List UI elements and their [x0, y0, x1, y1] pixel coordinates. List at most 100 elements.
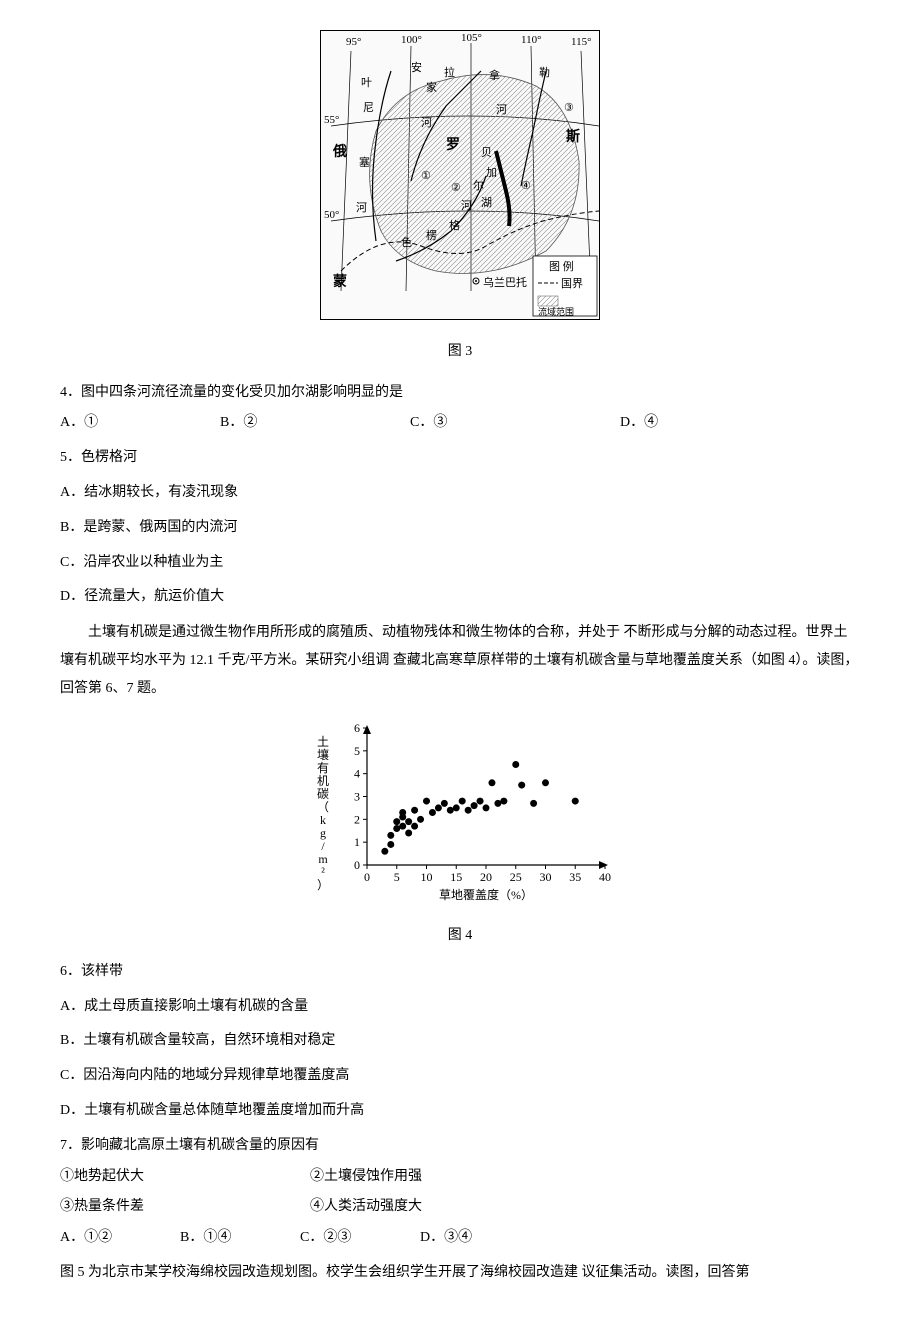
- q7-options: A．①② B．①④ C．②③ D．③④: [60, 1223, 860, 1254]
- svg-text:0: 0: [354, 858, 360, 872]
- svg-text:）: ）: [317, 878, 329, 892]
- svg-text:河: 河: [496, 103, 507, 116]
- svg-text:k: k: [320, 813, 326, 827]
- svg-text:40: 40: [599, 870, 611, 884]
- q6-stem: 6．该样带: [60, 957, 860, 988]
- passage-3: 图 5 为北京市某学校海绵校园改造规划图。校学生会组织学生开展了海绵校园改造建 …: [60, 1258, 860, 1289]
- svg-text:30: 30: [540, 870, 552, 884]
- svg-text:²: ²: [321, 865, 325, 879]
- q7-factors-row-2: ③热量条件差 ④人类活动强度大: [60, 1192, 860, 1223]
- q4-option-b: B．②: [220, 408, 410, 439]
- q4-option-d: D．④: [620, 408, 658, 439]
- lon-100: 100°: [401, 34, 422, 46]
- q7-option-b: B．①④: [180, 1223, 300, 1254]
- q5-option-c: C．沿岸农业以种植业为主: [60, 548, 860, 579]
- svg-text:0: 0: [364, 870, 370, 884]
- q6-option-a: A．成土母质直接影响土壤有机碳的含量: [60, 992, 860, 1023]
- svg-text:加: 加: [486, 166, 497, 179]
- legend-basin: 流域范围: [538, 306, 574, 317]
- lon-115: 115°: [571, 36, 592, 48]
- svg-text:碳: 碳: [317, 787, 329, 801]
- svg-text:尔: 尔: [473, 179, 484, 192]
- svg-text:/: /: [321, 839, 325, 853]
- svg-text:壤: 壤: [317, 747, 329, 762]
- label-russia-1: 俄: [332, 143, 347, 160]
- svg-text:色: 色: [401, 235, 412, 249]
- label-mongolia-1: 蒙: [333, 273, 347, 290]
- q6-option-d: D．土壤有机碳含量总体随草地覆盖度增加而升高: [60, 1096, 860, 1127]
- marker-3: ③: [564, 102, 574, 114]
- q4-options: A．① B．② C．③ D．④: [60, 408, 860, 439]
- svg-text:m: m: [318, 852, 328, 866]
- svg-text:5: 5: [354, 744, 360, 758]
- q5-option-d: D．径流量大，航运价值大: [60, 582, 860, 613]
- svg-text:河: 河: [461, 199, 472, 212]
- svg-text:（: （: [317, 800, 329, 814]
- svg-text:土: 土: [317, 735, 329, 749]
- q6-option-b: B．土壤有机碳含量较高，自然环境相对稳定: [60, 1026, 860, 1057]
- svg-text:10: 10: [421, 870, 433, 884]
- lon-110: 110°: [521, 34, 542, 46]
- lon-95: 95°: [346, 36, 361, 48]
- q7-factor-3: ③热量条件差: [60, 1192, 310, 1223]
- svg-text:25: 25: [510, 870, 522, 884]
- svg-text:拉: 拉: [444, 65, 455, 79]
- figure-3-caption: 图 3: [60, 337, 860, 368]
- svg-text:有: 有: [317, 761, 329, 775]
- svg-text:草地覆盖度（%）: 草地覆盖度（%）: [439, 887, 533, 902]
- svg-text:3: 3: [354, 790, 360, 804]
- lat-50: 50°: [324, 209, 339, 221]
- svg-text:35: 35: [569, 870, 581, 884]
- q7-factor-1: ①地势起伏大: [60, 1162, 310, 1193]
- svg-text:贝: 贝: [481, 147, 492, 159]
- city-label: 乌兰巴托: [483, 275, 527, 289]
- label-russia-3: 斯: [566, 128, 580, 145]
- q5-option-b: B．是跨蒙、俄两国的内流河: [60, 513, 860, 544]
- svg-text:格: 格: [449, 218, 460, 232]
- svg-text:安: 安: [411, 60, 422, 74]
- figure-4-container: 01234560510152025303540土壤有机碳（kg/m²）草地覆盖度…: [60, 718, 860, 952]
- figure-3-map: 95° 100° 105° 110° 115° 55° 50°: [320, 30, 600, 320]
- svg-text:家: 家: [426, 80, 437, 94]
- svg-text:勒: 勒: [539, 66, 550, 79]
- svg-text:河: 河: [356, 201, 367, 214]
- svg-text:楞: 楞: [426, 228, 437, 242]
- q7-option-a: A．①②: [60, 1223, 180, 1254]
- q4-option-c: C．③: [410, 408, 620, 439]
- figure-4-caption: 图 4: [60, 921, 860, 952]
- q4-stem: 4．图中四条河流径流量的变化受贝加尔湖影响明显的是: [60, 378, 860, 409]
- q4-option-a: A．①: [60, 408, 220, 439]
- label-russia-2: 罗: [446, 137, 460, 153]
- svg-text:叶: 叶: [361, 76, 372, 89]
- figure-4-chart: 01234560510152025303540土壤有机碳（kg/m²）草地覆盖度…: [305, 718, 615, 916]
- q6-option-c: C．因沿海向内陆的地域分异规律草地覆盖度高: [60, 1061, 860, 1092]
- marker-2: ④: [521, 180, 531, 192]
- passage-2: 土壤有机碳是通过微生物作用所形成的腐殖质、动植物残体和微生物体的合称，并处于 不…: [60, 619, 860, 703]
- svg-text:6: 6: [354, 721, 360, 735]
- q7-factors-row-1: ①地势起伏大 ②土壤侵蚀作用强: [60, 1162, 860, 1193]
- svg-text:4: 4: [354, 767, 360, 781]
- svg-text:2: 2: [354, 813, 360, 827]
- lat-55: 55°: [324, 114, 339, 126]
- q7-option-c: C．②③: [300, 1223, 420, 1254]
- svg-text:机: 机: [317, 774, 329, 788]
- marker-4: ②: [451, 182, 461, 194]
- svg-text:河: 河: [421, 116, 432, 129]
- q7-stem: 7．影响藏北高原土壤有机碳含量的原因有: [60, 1131, 860, 1162]
- figure-3-container: 95° 100° 105° 110° 115° 55° 50°: [60, 30, 860, 368]
- svg-text:湖: 湖: [481, 196, 492, 209]
- legend-title: 图 例: [549, 259, 574, 273]
- marker-1: ①: [421, 170, 431, 182]
- q5-stem: 5．色楞格河: [60, 443, 860, 474]
- q5-option-a: A．结冰期较长，有凌汛现象: [60, 478, 860, 509]
- q7-factor-2: ②土壤侵蚀作用强: [310, 1162, 560, 1193]
- q7-factor-4: ④人类活动强度大: [310, 1192, 560, 1223]
- svg-text:20: 20: [480, 870, 492, 884]
- svg-text:g: g: [320, 826, 326, 840]
- lon-105: 105°: [461, 32, 482, 44]
- svg-text:5: 5: [394, 870, 400, 884]
- svg-text:15: 15: [450, 870, 462, 884]
- q7-option-d: D．③④: [420, 1223, 540, 1254]
- svg-text:拿: 拿: [489, 68, 500, 82]
- legend-border: 国界: [561, 277, 583, 290]
